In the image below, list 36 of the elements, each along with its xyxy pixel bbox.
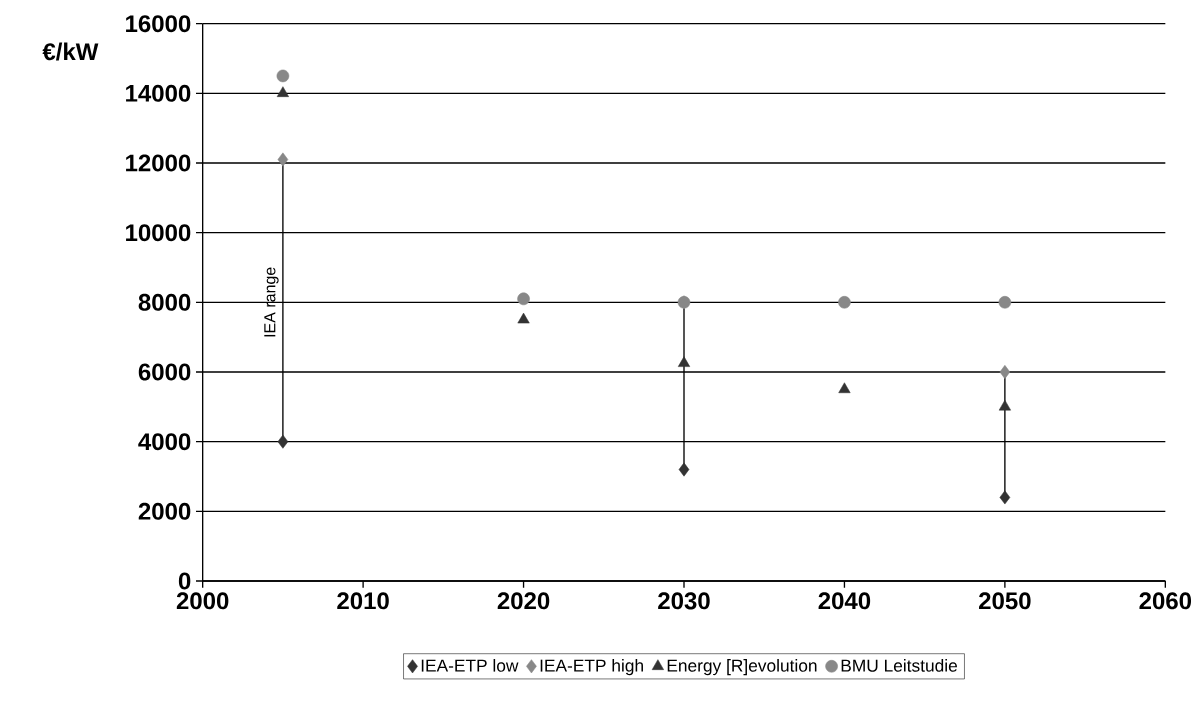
point bbox=[517, 292, 530, 306]
y-tick-label: 4000 bbox=[138, 433, 191, 451]
x-tick-label: 2000 bbox=[176, 592, 229, 610]
y-tick-label: 8000 bbox=[138, 293, 191, 311]
legend-label: IEA-ETP low bbox=[421, 659, 519, 672]
y-tick-label: 10000 bbox=[126, 224, 191, 242]
x-tick-label: 2020 bbox=[497, 592, 550, 610]
annotation: IEA range bbox=[264, 267, 279, 337]
y-tick-label: 6000 bbox=[138, 363, 191, 381]
point bbox=[998, 399, 1011, 411]
y-tick-label: 2000 bbox=[138, 502, 191, 520]
y-tick-label: 14000 bbox=[126, 84, 191, 102]
legend-label: IEA-ETP high bbox=[540, 659, 643, 676]
x-tick-label: 2040 bbox=[818, 592, 871, 610]
legend-label: Energy [R]evolution bbox=[667, 659, 817, 676]
x-tick-label: 2060 bbox=[1139, 592, 1192, 610]
point bbox=[276, 86, 289, 97]
point bbox=[276, 69, 290, 83]
point bbox=[838, 382, 851, 394]
point bbox=[998, 296, 1012, 309]
point bbox=[677, 356, 691, 367]
point bbox=[517, 312, 530, 324]
y-axis-title: €/kW bbox=[42, 42, 99, 61]
point bbox=[999, 365, 1011, 379]
point bbox=[838, 296, 851, 309]
legend-label: BMU Leitstudie bbox=[841, 659, 957, 672]
point bbox=[678, 462, 690, 477]
point bbox=[999, 490, 1011, 505]
y-tick-label: 16000 bbox=[126, 15, 191, 33]
y-tick-label: 0 bbox=[178, 572, 191, 590]
x-tick-label: 2050 bbox=[979, 592, 1031, 610]
point bbox=[277, 152, 289, 167]
y-tick-label: 12000 bbox=[126, 154, 191, 172]
x-tick-label: 2010 bbox=[337, 592, 389, 610]
point bbox=[277, 434, 289, 449]
x-tick-label: 2030 bbox=[658, 592, 710, 610]
